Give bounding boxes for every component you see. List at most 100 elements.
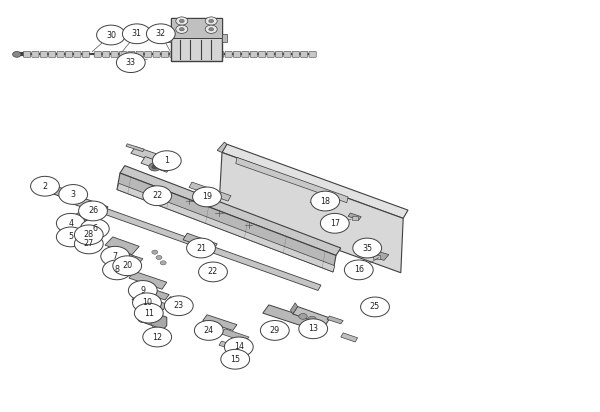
Text: 32: 32 [156, 29, 166, 38]
Circle shape [134, 303, 163, 323]
Circle shape [91, 222, 98, 227]
Polygon shape [290, 303, 298, 314]
FancyBboxPatch shape [32, 52, 39, 57]
Circle shape [179, 28, 184, 31]
Circle shape [176, 25, 188, 33]
Polygon shape [348, 213, 361, 220]
FancyBboxPatch shape [242, 52, 249, 57]
Circle shape [116, 53, 145, 73]
FancyBboxPatch shape [94, 52, 101, 57]
Text: 24: 24 [204, 326, 214, 335]
Text: 14: 14 [234, 342, 244, 351]
Ellipse shape [137, 314, 148, 323]
Circle shape [146, 24, 175, 44]
FancyBboxPatch shape [309, 52, 316, 57]
Circle shape [74, 225, 103, 245]
Circle shape [221, 349, 250, 369]
Polygon shape [219, 341, 241, 351]
Text: 11: 11 [144, 309, 154, 318]
Circle shape [80, 219, 109, 239]
Circle shape [56, 227, 85, 247]
Text: 35: 35 [362, 243, 372, 253]
Polygon shape [105, 237, 139, 255]
Polygon shape [293, 307, 330, 325]
Polygon shape [132, 294, 167, 310]
Text: 30: 30 [106, 30, 116, 40]
FancyBboxPatch shape [217, 52, 224, 57]
Text: 8: 8 [115, 265, 119, 274]
Polygon shape [141, 157, 171, 172]
Circle shape [143, 186, 172, 206]
Polygon shape [183, 233, 217, 250]
Polygon shape [131, 147, 167, 164]
Circle shape [344, 260, 373, 280]
Circle shape [101, 246, 130, 266]
Text: 31: 31 [132, 29, 142, 38]
Text: 17: 17 [330, 219, 340, 228]
Polygon shape [93, 205, 321, 290]
Circle shape [97, 25, 125, 45]
Circle shape [128, 281, 157, 300]
Polygon shape [143, 310, 167, 330]
Polygon shape [65, 194, 108, 214]
Polygon shape [221, 329, 249, 342]
Text: 5: 5 [68, 232, 73, 241]
Circle shape [209, 28, 214, 31]
Polygon shape [341, 333, 358, 342]
FancyBboxPatch shape [82, 52, 89, 57]
Circle shape [113, 256, 142, 276]
Text: 22: 22 [152, 191, 163, 200]
Circle shape [199, 262, 227, 282]
FancyBboxPatch shape [136, 52, 143, 57]
Circle shape [103, 260, 131, 280]
Polygon shape [222, 144, 408, 218]
Text: 28: 28 [84, 230, 94, 239]
Polygon shape [108, 249, 143, 266]
Text: 15: 15 [230, 355, 240, 364]
Polygon shape [167, 297, 191, 308]
Circle shape [224, 337, 253, 357]
Circle shape [176, 17, 188, 25]
Circle shape [116, 255, 130, 265]
Circle shape [59, 185, 88, 204]
Circle shape [56, 213, 85, 233]
Circle shape [205, 17, 217, 25]
Circle shape [353, 238, 382, 258]
Polygon shape [117, 173, 336, 272]
Circle shape [260, 321, 289, 340]
Text: 33: 33 [126, 58, 136, 67]
Circle shape [95, 219, 103, 224]
Circle shape [311, 191, 340, 211]
FancyBboxPatch shape [352, 216, 358, 220]
FancyBboxPatch shape [233, 52, 241, 57]
FancyBboxPatch shape [292, 52, 299, 57]
Circle shape [361, 297, 389, 317]
Circle shape [209, 19, 214, 23]
Text: 9: 9 [140, 286, 145, 295]
Text: 23: 23 [174, 301, 184, 310]
Circle shape [299, 319, 328, 339]
FancyBboxPatch shape [119, 52, 127, 57]
Circle shape [94, 230, 101, 235]
Text: 10: 10 [142, 298, 152, 307]
Polygon shape [371, 250, 389, 260]
Text: 2: 2 [43, 182, 47, 191]
FancyBboxPatch shape [225, 52, 232, 57]
Circle shape [164, 296, 193, 316]
Polygon shape [132, 283, 169, 300]
FancyBboxPatch shape [170, 52, 177, 57]
FancyBboxPatch shape [171, 18, 222, 61]
Circle shape [75, 222, 97, 237]
FancyBboxPatch shape [57, 52, 64, 57]
Text: 27: 27 [83, 239, 94, 248]
Circle shape [187, 238, 215, 258]
Circle shape [160, 261, 166, 265]
Circle shape [152, 250, 158, 254]
Text: 3: 3 [71, 190, 76, 199]
Circle shape [152, 151, 181, 171]
Text: 20: 20 [122, 261, 132, 270]
Circle shape [205, 25, 217, 33]
Text: 7: 7 [113, 252, 118, 261]
FancyBboxPatch shape [301, 52, 308, 57]
Polygon shape [117, 183, 335, 272]
